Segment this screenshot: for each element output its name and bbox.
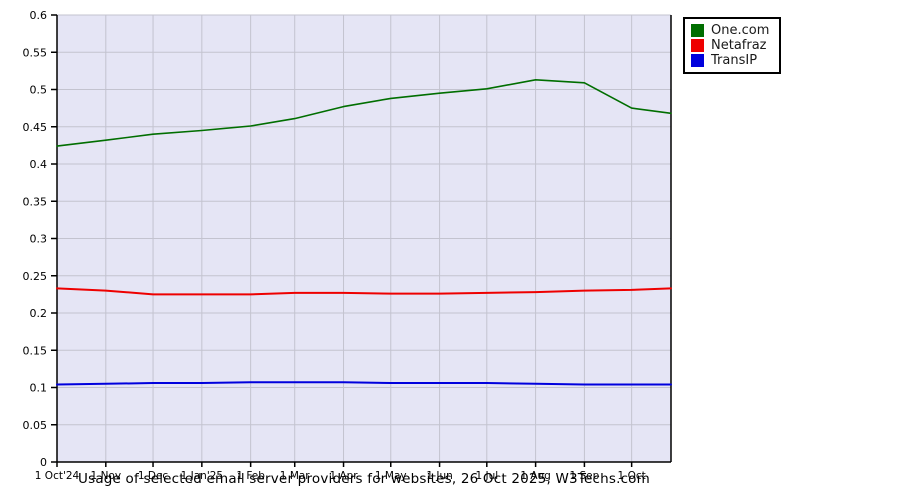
legend: One.com Netafraz TransIP <box>683 17 782 74</box>
x-tick-label: 1 Sep <box>570 470 600 482</box>
y-tick-label: 0.35 <box>23 195 48 208</box>
legend-item-netafraz: Netafraz <box>691 38 769 53</box>
legend-color-swatch-transip <box>691 54 704 67</box>
series-line-netafraz <box>56 287 672 296</box>
y-tick-label: 0.2 <box>30 307 48 320</box>
x-tick-label: 1 Aug <box>520 470 551 482</box>
x-tick-label: 1 Dec <box>138 470 169 482</box>
y-tick-label: 0.5 <box>30 84 48 97</box>
x-tick-label: 1 Nov <box>91 470 122 482</box>
legend-label-transip: TransIP <box>711 53 758 68</box>
x-tick-label: 1 Oct <box>618 470 646 482</box>
chart-title: Usage of selected email server providers… <box>78 471 650 487</box>
y-tick-label: 0.6 <box>30 9 48 22</box>
legend-item-onecom: One.com <box>691 23 769 38</box>
x-tick-label: 1 Jun <box>426 470 452 482</box>
x-tick-label: 1 Jan'25 <box>181 470 223 482</box>
x-tick-label: 1 Mar <box>280 470 311 482</box>
y-tick-label: 0.3 <box>30 233 48 246</box>
x-tick-label: 1 Feb <box>236 470 265 482</box>
legend-color-swatch-netafraz <box>691 39 704 52</box>
legend-color-swatch-onecom <box>691 24 704 37</box>
x-tick-label: 1 Jul <box>475 470 498 482</box>
y-tick-label: 0 <box>40 456 47 469</box>
series-line-one-com <box>56 79 672 147</box>
y-tick-label: 0.4 <box>30 158 48 171</box>
y-tick-label: 0.25 <box>23 270 48 283</box>
y-tick-label: 0.1 <box>30 382 48 395</box>
series-line-transip <box>56 381 672 386</box>
x-tick-label: 1 Oct'24 <box>35 470 80 482</box>
legend-label-onecom: One.com <box>711 23 770 38</box>
x-tick-label: 1 May <box>375 470 407 482</box>
x-tick-label: 1 Apr <box>329 470 358 482</box>
y-tick-label: 0.15 <box>23 344 48 357</box>
y-tick-label: 0.05 <box>23 419 48 432</box>
y-tick-label: 0.45 <box>23 121 48 134</box>
legend-item-transip: TransIP <box>691 53 769 68</box>
y-tick-label: 0.55 <box>23 46 48 59</box>
legend-label-netafraz: Netafraz <box>711 38 767 53</box>
